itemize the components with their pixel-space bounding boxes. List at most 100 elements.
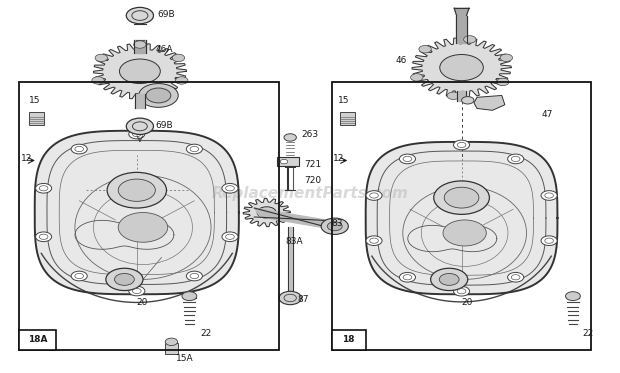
Text: 18A: 18A bbox=[28, 335, 48, 345]
Circle shape bbox=[565, 292, 580, 301]
Polygon shape bbox=[135, 94, 145, 109]
Polygon shape bbox=[277, 157, 299, 166]
Circle shape bbox=[440, 273, 459, 285]
Text: 69B: 69B bbox=[157, 10, 175, 19]
Text: 22: 22 bbox=[200, 329, 211, 338]
Text: 721: 721 bbox=[304, 160, 321, 169]
Circle shape bbox=[222, 184, 238, 193]
Circle shape bbox=[366, 191, 382, 200]
Circle shape bbox=[399, 272, 415, 282]
Bar bbox=[340, 112, 355, 125]
Circle shape bbox=[35, 184, 51, 193]
Circle shape bbox=[129, 129, 145, 139]
Text: 15A: 15A bbox=[175, 354, 193, 363]
Circle shape bbox=[461, 97, 474, 104]
Polygon shape bbox=[243, 198, 290, 227]
Text: 12: 12 bbox=[333, 154, 344, 163]
Circle shape bbox=[541, 236, 557, 245]
Text: 87: 87 bbox=[298, 295, 309, 304]
Circle shape bbox=[440, 54, 484, 81]
Bar bbox=[332, 82, 591, 350]
Text: 46: 46 bbox=[396, 56, 407, 65]
Circle shape bbox=[280, 159, 288, 164]
Circle shape bbox=[279, 291, 301, 305]
Circle shape bbox=[257, 207, 277, 218]
Polygon shape bbox=[474, 95, 505, 110]
Text: 83A: 83A bbox=[285, 237, 303, 246]
Polygon shape bbox=[412, 38, 511, 97]
Circle shape bbox=[118, 213, 168, 242]
Circle shape bbox=[497, 78, 509, 86]
Text: 720: 720 bbox=[304, 176, 321, 185]
Circle shape bbox=[508, 154, 524, 164]
Polygon shape bbox=[35, 131, 239, 294]
Circle shape bbox=[141, 94, 154, 101]
Circle shape bbox=[508, 272, 524, 282]
Circle shape bbox=[120, 59, 161, 84]
Polygon shape bbox=[366, 142, 557, 294]
Text: 46A: 46A bbox=[156, 44, 173, 53]
Circle shape bbox=[95, 54, 107, 62]
Circle shape bbox=[187, 144, 202, 154]
Circle shape bbox=[172, 54, 185, 62]
Circle shape bbox=[126, 118, 154, 135]
Circle shape bbox=[71, 144, 87, 154]
Polygon shape bbox=[457, 91, 466, 101]
Circle shape bbox=[222, 232, 238, 242]
Polygon shape bbox=[94, 43, 186, 99]
Circle shape bbox=[115, 273, 135, 285]
Text: ReplacementParts.com: ReplacementParts.com bbox=[211, 186, 409, 201]
Circle shape bbox=[92, 77, 104, 84]
Circle shape bbox=[410, 73, 423, 81]
Text: 18: 18 bbox=[342, 335, 355, 345]
Text: 83: 83 bbox=[332, 219, 343, 228]
Circle shape bbox=[541, 191, 557, 200]
Text: 20: 20 bbox=[137, 298, 148, 307]
Circle shape bbox=[129, 286, 145, 296]
Bar bbox=[166, 342, 177, 354]
Circle shape bbox=[443, 220, 486, 246]
Bar bbox=[19, 330, 56, 350]
Circle shape bbox=[35, 232, 51, 242]
Polygon shape bbox=[134, 40, 146, 53]
Circle shape bbox=[134, 41, 146, 48]
Text: 15: 15 bbox=[29, 96, 40, 105]
Circle shape bbox=[106, 268, 143, 291]
Circle shape bbox=[464, 36, 476, 43]
Circle shape bbox=[126, 7, 154, 24]
Circle shape bbox=[166, 338, 177, 345]
Circle shape bbox=[182, 292, 197, 301]
Bar bbox=[332, 330, 366, 350]
Circle shape bbox=[453, 140, 469, 150]
Bar bbox=[29, 112, 44, 125]
Circle shape bbox=[366, 236, 382, 245]
Circle shape bbox=[321, 218, 348, 235]
Circle shape bbox=[447, 92, 459, 100]
Circle shape bbox=[284, 134, 296, 141]
Circle shape bbox=[146, 88, 171, 103]
Circle shape bbox=[139, 84, 178, 107]
Circle shape bbox=[419, 46, 432, 53]
Circle shape bbox=[71, 271, 87, 281]
Circle shape bbox=[118, 179, 156, 201]
Polygon shape bbox=[454, 8, 469, 16]
Text: 12: 12 bbox=[20, 154, 32, 163]
Circle shape bbox=[327, 222, 342, 231]
Circle shape bbox=[445, 187, 479, 208]
Circle shape bbox=[399, 154, 415, 164]
Text: 20: 20 bbox=[461, 298, 473, 307]
Text: 263: 263 bbox=[301, 130, 319, 139]
Circle shape bbox=[453, 286, 469, 296]
Polygon shape bbox=[456, 16, 467, 43]
Polygon shape bbox=[254, 208, 338, 230]
Text: 22: 22 bbox=[582, 329, 593, 338]
Circle shape bbox=[431, 268, 467, 291]
Circle shape bbox=[187, 271, 202, 281]
Text: 47: 47 bbox=[542, 110, 554, 119]
Circle shape bbox=[434, 181, 489, 214]
Circle shape bbox=[500, 54, 513, 62]
Circle shape bbox=[175, 77, 188, 84]
Text: 69B: 69B bbox=[156, 122, 173, 131]
Polygon shape bbox=[288, 228, 293, 294]
Text: 15: 15 bbox=[339, 96, 350, 105]
